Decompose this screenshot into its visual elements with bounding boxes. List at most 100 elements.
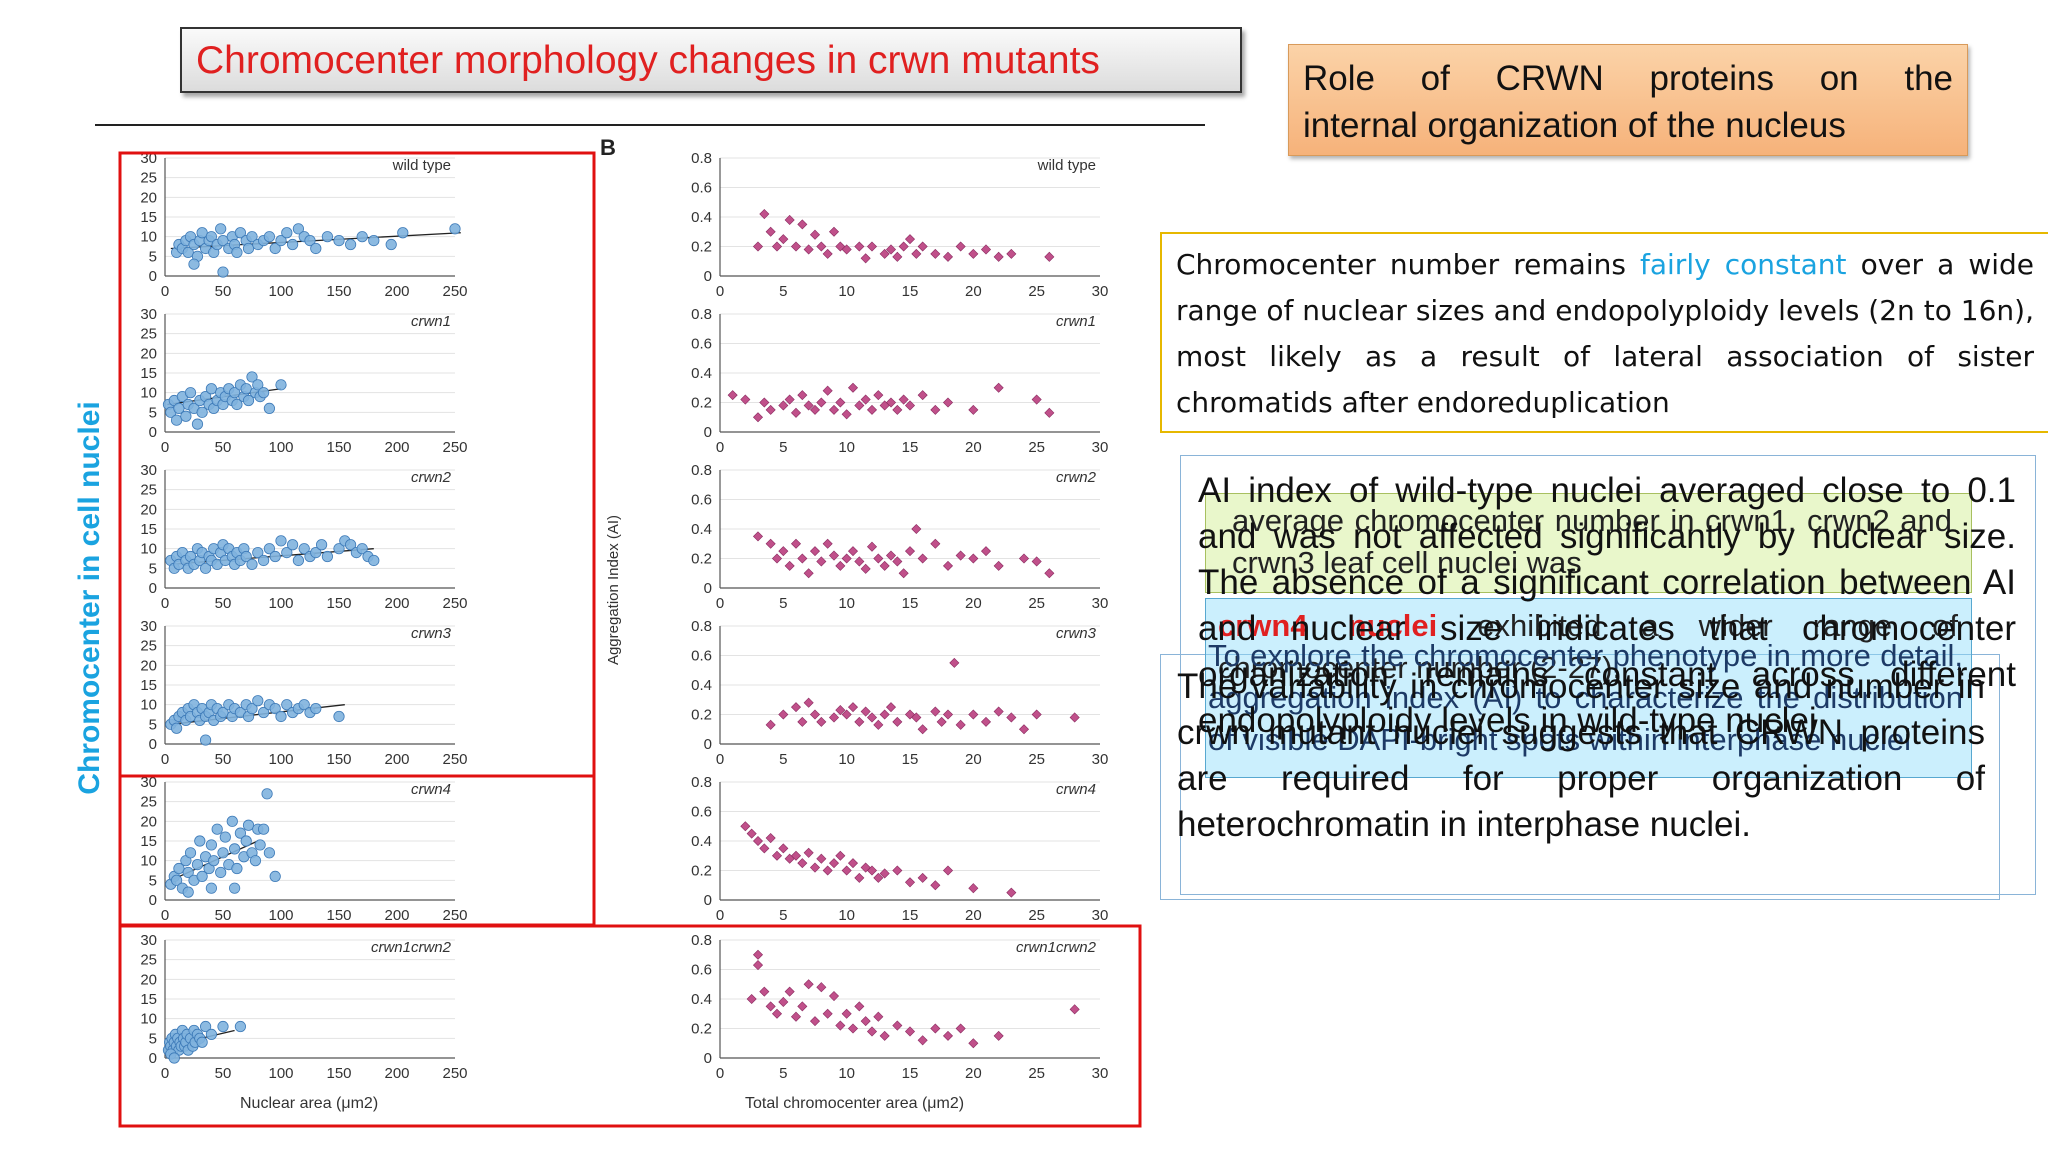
x-tick-label: 20 [965, 751, 982, 768]
data-point [866, 404, 878, 415]
role-line-2: internal organization of the nucleus [1303, 106, 1846, 145]
data-point [208, 855, 220, 867]
x-tick-label: 15 [902, 907, 919, 924]
y-tick-label: 5 [149, 716, 157, 733]
data-point [993, 382, 1004, 393]
x-tick-label: 0 [716, 439, 724, 456]
data-point [911, 523, 922, 535]
x-tick-label: 150 [326, 595, 351, 612]
data-point [191, 858, 204, 871]
x-tick-label: 250 [442, 595, 467, 612]
data-point [211, 823, 223, 835]
variability-text: The variability in chromocenter size and… [1177, 667, 1985, 844]
x-tick-label: 25 [1028, 907, 1045, 924]
data-point [873, 553, 884, 564]
data-point [809, 404, 821, 415]
y-tick-label: 0 [149, 892, 157, 909]
data-point [797, 716, 808, 727]
data-point [942, 560, 954, 571]
data-point [752, 949, 764, 960]
data-point [778, 996, 789, 1007]
data-point [854, 556, 865, 567]
data-point [1006, 887, 1017, 898]
role-callout: Role of CRWN proteins on the internal or… [1288, 44, 1968, 156]
x-tick-label: 20 [965, 283, 982, 300]
data-point [275, 379, 287, 391]
data-point [892, 251, 903, 262]
data-point [240, 383, 252, 395]
data-point [252, 379, 264, 391]
data-point [196, 227, 208, 239]
y-tick-label: 0.4 [691, 521, 712, 538]
data-point [1069, 712, 1080, 723]
x-tick-label: 150 [326, 439, 351, 456]
data-point [841, 553, 852, 564]
data-point [263, 231, 275, 243]
data-point [226, 815, 238, 827]
panel-label: wild type [1037, 157, 1096, 174]
y-tick-label: 10 [140, 229, 157, 246]
data-point [240, 550, 252, 563]
y-tick-label: 0 [704, 1050, 712, 1067]
y-tick-label: 0 [704, 736, 712, 753]
data-point [816, 716, 827, 727]
data-point [310, 702, 322, 715]
data-point [257, 823, 270, 835]
panel-label: crwn3 [411, 625, 452, 642]
y-tick-label: 0.6 [691, 804, 712, 821]
x-tick-label: 0 [161, 751, 169, 768]
x-tick-label: 100 [268, 595, 293, 612]
y-tick-label: 0 [149, 424, 157, 441]
data-point [234, 827, 246, 839]
data-point [803, 697, 814, 708]
data-point [797, 553, 808, 564]
data-point [231, 398, 243, 411]
data-point [955, 719, 966, 730]
y-tick-label: 20 [140, 657, 157, 674]
y-tick-label: 20 [140, 971, 157, 988]
y-tick-label: 0.2 [691, 395, 712, 412]
data-point [778, 546, 789, 557]
panel-label: crwn4 [1056, 781, 1096, 798]
x-tick-label: 200 [384, 907, 409, 924]
data-point [182, 246, 194, 258]
data-point [191, 418, 204, 430]
data-point [904, 1026, 916, 1037]
slide-title: Chromocenter morphology changes in crwn … [196, 39, 1100, 82]
data-point [333, 710, 345, 723]
x-tick-label: 100 [268, 907, 293, 924]
data-point [310, 242, 322, 255]
data-point [752, 531, 764, 542]
x-tick-label: 30 [1092, 283, 1109, 300]
x-tick-label: 200 [384, 751, 409, 768]
data-point [321, 550, 333, 563]
data-point [816, 982, 827, 993]
data-point [217, 847, 229, 859]
y-tick-label: 5 [149, 1030, 157, 1047]
data-point [752, 835, 764, 847]
data-point [263, 543, 275, 555]
data-point [205, 383, 217, 395]
data-point [242, 394, 255, 407]
data-point [269, 242, 281, 255]
data-point [292, 223, 304, 235]
data-point [917, 872, 928, 883]
data-point [344, 539, 357, 551]
x-tick-label: 150 [326, 907, 351, 924]
data-point [234, 227, 246, 239]
data-point [885, 702, 897, 713]
data-point [968, 1038, 979, 1049]
data-point [257, 706, 270, 719]
x-tick-label: 0 [716, 283, 724, 300]
data-point [822, 865, 833, 876]
y-tick-label: 0 [704, 580, 712, 597]
data-point [955, 1023, 966, 1034]
data-point [835, 397, 846, 408]
data-point [740, 821, 751, 832]
data-point [993, 560, 1004, 571]
data-point [828, 404, 840, 415]
data-point [315, 539, 328, 551]
data-point [257, 554, 270, 567]
y-tick-label: 0.4 [691, 833, 712, 850]
x-tick-label: 50 [215, 751, 232, 768]
